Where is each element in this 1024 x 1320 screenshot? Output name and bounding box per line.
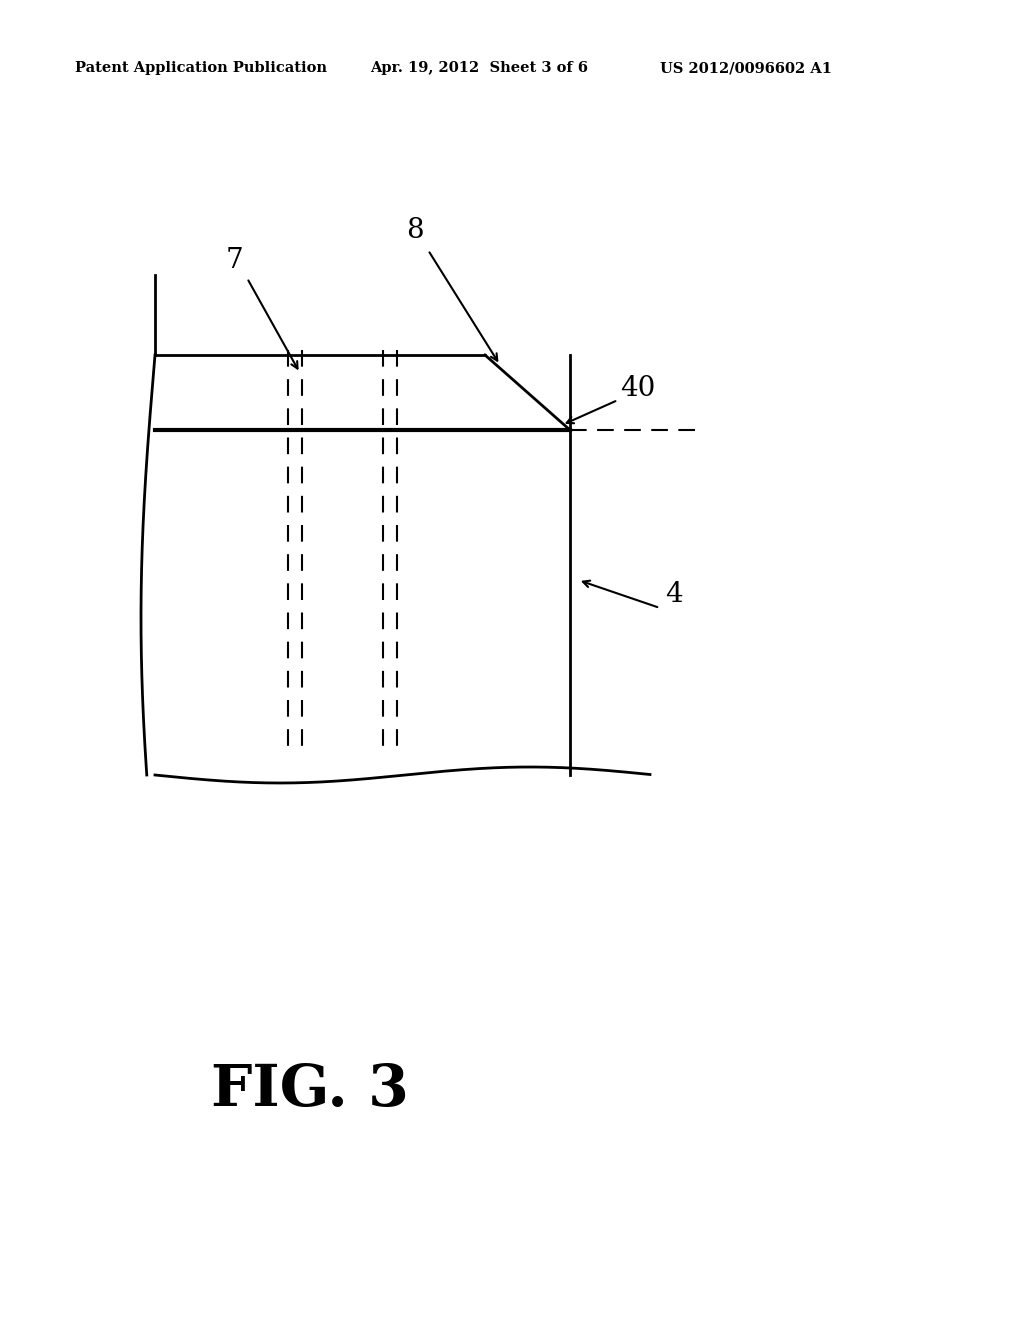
Text: US 2012/0096602 A1: US 2012/0096602 A1 (660, 61, 831, 75)
Polygon shape (155, 355, 570, 430)
Text: Apr. 19, 2012  Sheet 3 of 6: Apr. 19, 2012 Sheet 3 of 6 (370, 61, 588, 75)
Text: 4: 4 (665, 582, 683, 609)
Text: 40: 40 (620, 375, 655, 401)
Text: 8: 8 (407, 216, 424, 243)
Bar (155, 430, 570, 775)
Polygon shape (485, 355, 570, 430)
Text: 7: 7 (226, 247, 244, 273)
Text: Patent Application Publication: Patent Application Publication (75, 61, 327, 75)
Text: FIG. 3: FIG. 3 (211, 1063, 409, 1118)
